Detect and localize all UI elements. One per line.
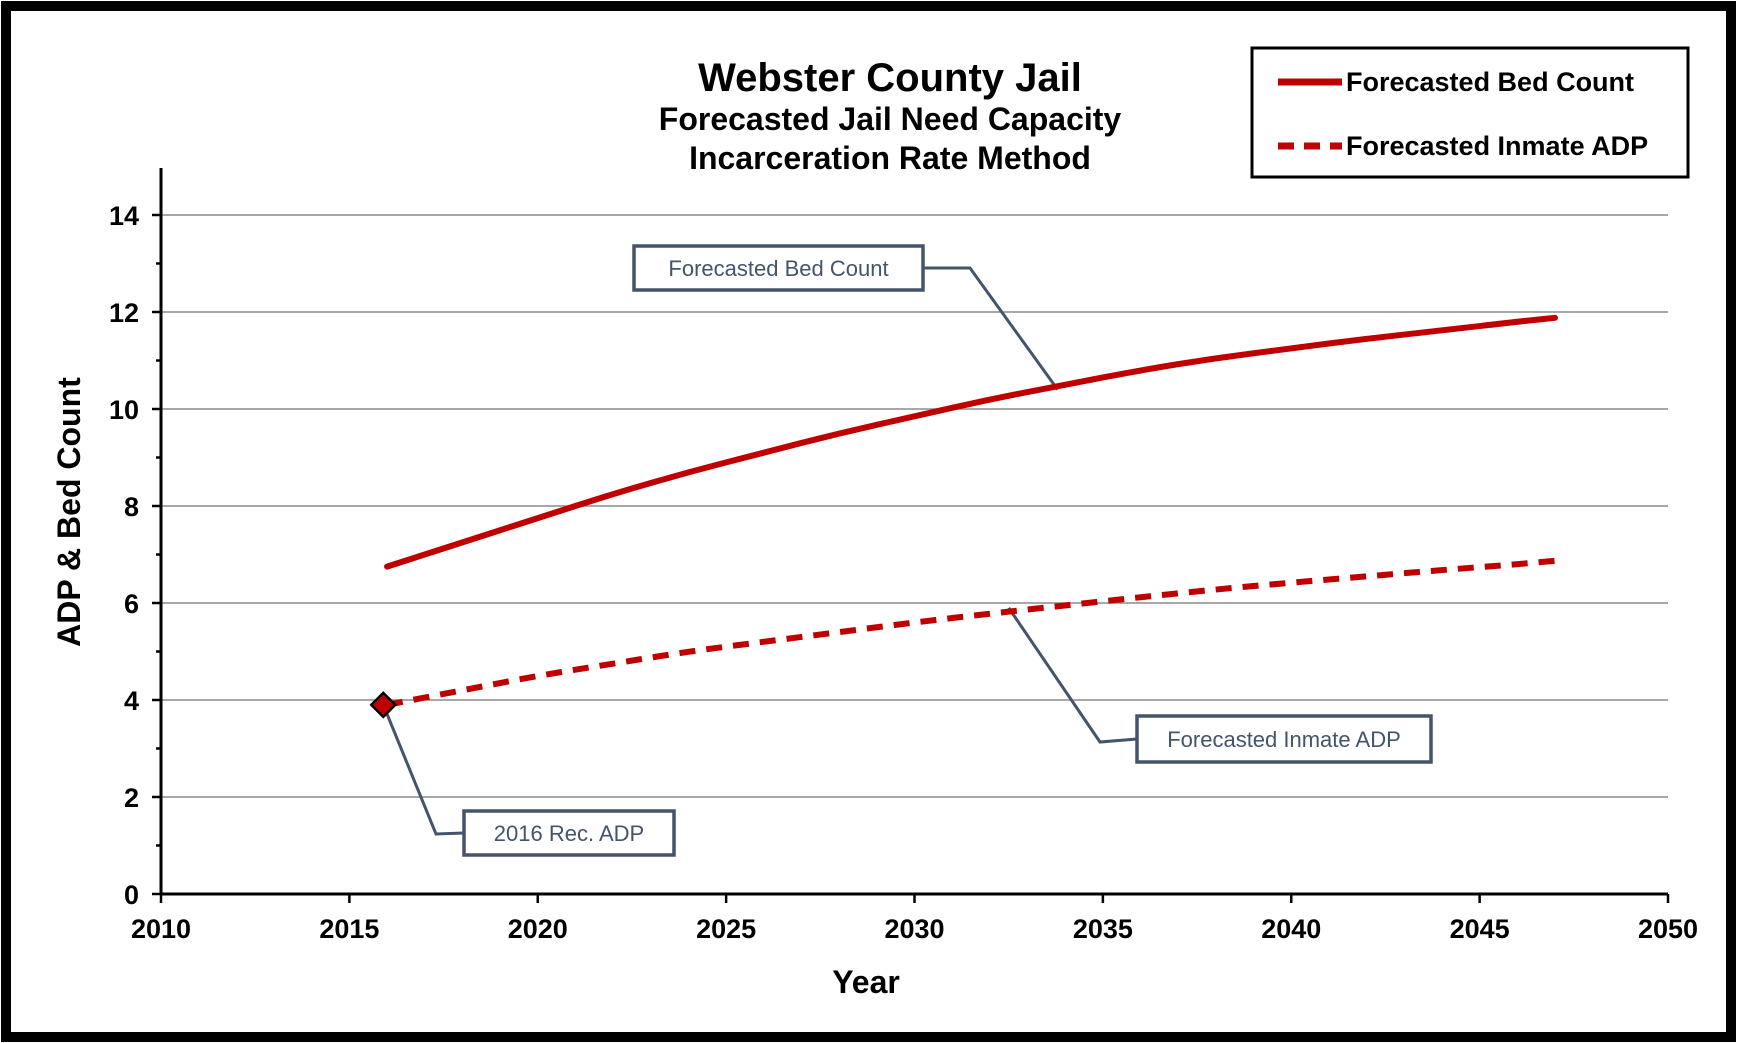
x-tick-label-2045: 2045 xyxy=(1450,914,1510,944)
x-tick-label-2050: 2050 xyxy=(1638,914,1698,944)
callout-box-1 xyxy=(632,244,925,292)
gridlines xyxy=(161,214,1668,798)
x-tick-label-2035: 2035 xyxy=(1073,914,1133,944)
callout-leader-2 xyxy=(1007,607,1138,744)
y-tick-label-12: 12 xyxy=(109,298,139,328)
y-tick-label-6: 6 xyxy=(124,589,139,619)
y-tick-label-2: 2 xyxy=(124,783,139,813)
x-tick-label-2030: 2030 xyxy=(884,914,944,944)
chart-title: Webster County Jail xyxy=(698,56,1082,100)
x-tick-label-2015: 2015 xyxy=(319,914,379,944)
y-tick-label-10: 10 xyxy=(109,395,139,425)
callout-label-1: Forecasted Bed Count xyxy=(668,256,888,281)
series-group xyxy=(369,314,1558,719)
callout-label-2: Forecasted Inmate ADP xyxy=(1167,727,1401,752)
chart-subtitle-line-1: Forecasted Jail Need Capacity xyxy=(659,101,1122,137)
callout-label-3: 2016 Rec. ADP xyxy=(494,821,644,846)
callout-box-2 xyxy=(1135,714,1433,764)
x-tick-label-2010: 2010 xyxy=(131,914,191,944)
x-tick-label-2025: 2025 xyxy=(696,914,756,944)
y-tick-label-8: 8 xyxy=(124,492,139,522)
legend: Forecasted Bed Count Forecasted Inmate A… xyxy=(1250,46,1690,179)
callout-leader-3 xyxy=(381,704,465,836)
legend-label-bed-count: Forecasted Bed Count xyxy=(1346,67,1634,97)
tick-labels: 0 2 4 6 8 10 12 14 2010 2015 2020 2025 2030 2035 2040 2… xyxy=(109,201,1698,944)
callout-box-3 xyxy=(462,809,676,857)
series-line-bed-count xyxy=(384,314,1558,570)
y-tick-label-14: 14 xyxy=(109,201,139,231)
y-tick-label-0: 0 xyxy=(124,880,139,910)
x-axis-label: Year xyxy=(832,964,900,1000)
x-tick-label-2040: 2040 xyxy=(1261,914,1321,944)
legend-label-inmate-adp: Forecasted Inmate ADP xyxy=(1346,131,1648,161)
series-line-inmate-adp xyxy=(386,557,1556,708)
callout-boxes: Forecasted Bed Count Forecasted Inmate AD… xyxy=(462,244,1433,857)
chart-subtitle-line-2: Incarceration Rate Method xyxy=(689,140,1091,176)
y-axis-label: ADP & Bed Count xyxy=(51,377,87,647)
x-tick-label-2020: 2020 xyxy=(508,914,568,944)
y-tick-label-4: 4 xyxy=(124,686,139,716)
axes xyxy=(152,168,1670,903)
marker-2016-adp xyxy=(369,691,398,719)
legend-box xyxy=(1250,46,1690,179)
